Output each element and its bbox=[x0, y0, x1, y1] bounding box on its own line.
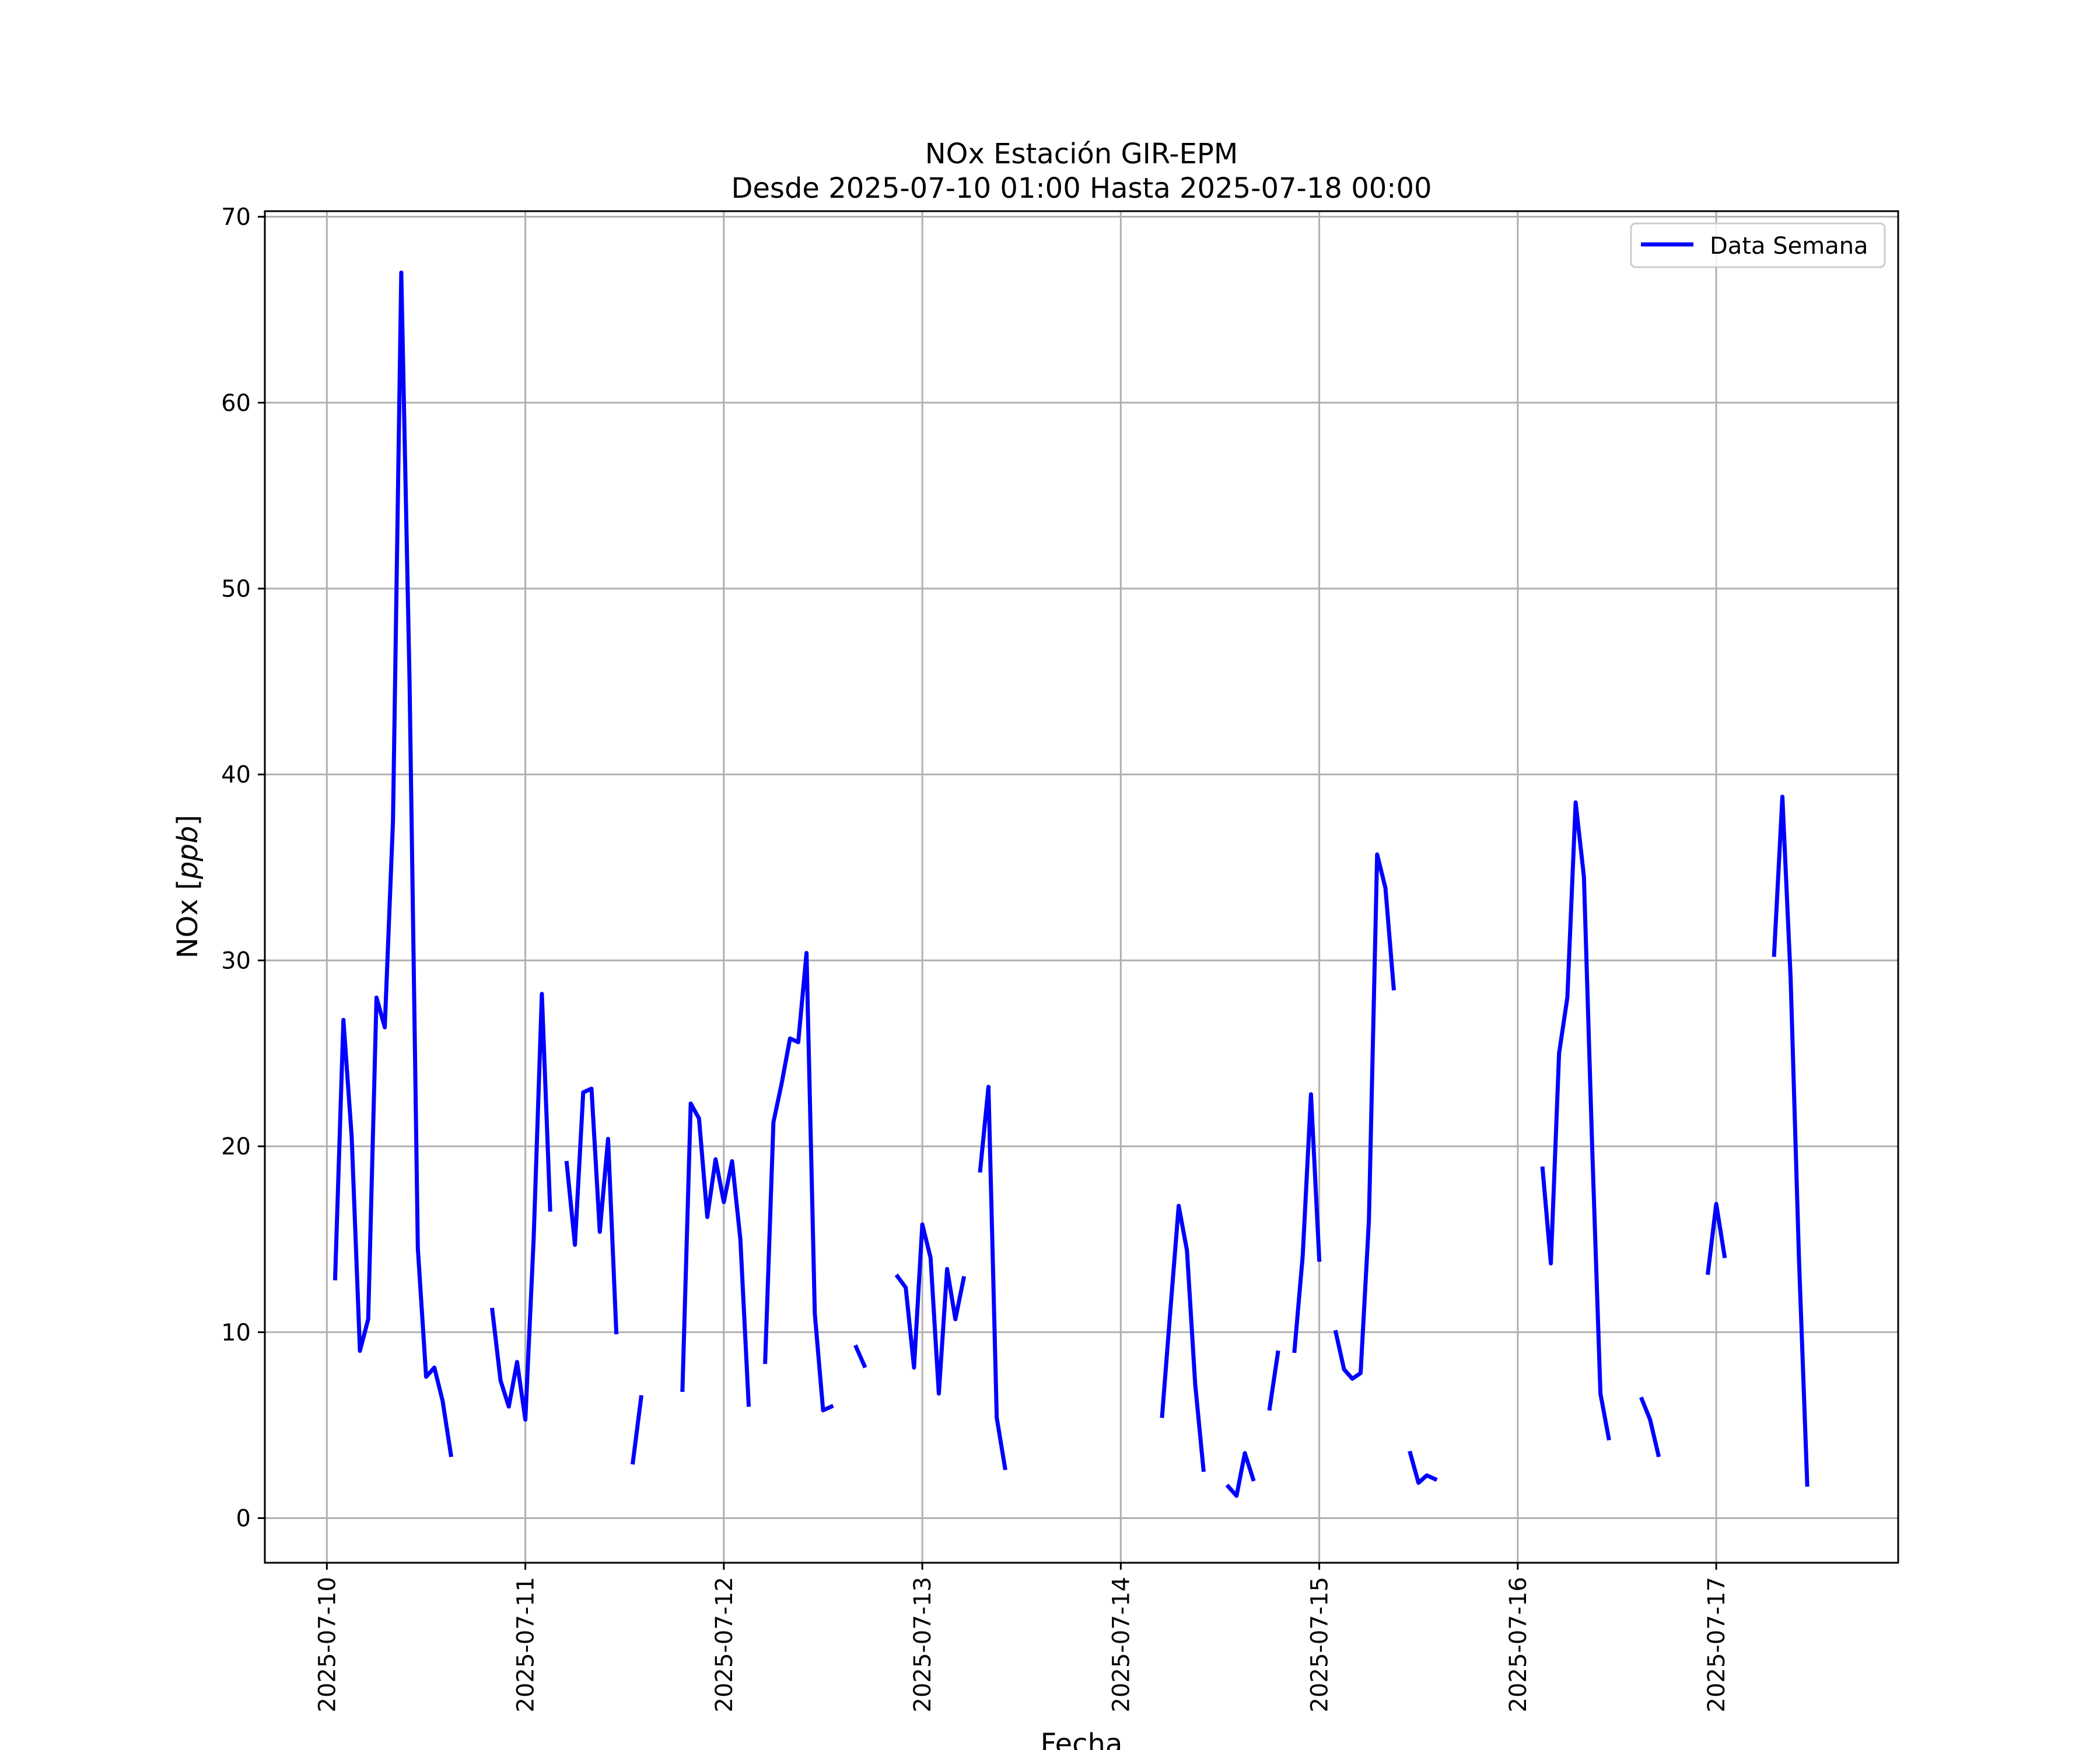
series-line-segment bbox=[1267, 1350, 1280, 1411]
y-axis: 0 10 20 30 40 50 60 70 bbox=[221, 204, 265, 1532]
series-line-segment bbox=[763, 951, 834, 1413]
x-tick-label: 2025-07-12 bbox=[711, 1577, 738, 1712]
x-tick-label: 2025-07-10 bbox=[314, 1577, 341, 1712]
y-tick-label: 10 bbox=[221, 1320, 251, 1346]
series-line-segment bbox=[1292, 1092, 1322, 1353]
series-line-segment bbox=[630, 1395, 644, 1465]
series-line-segment bbox=[332, 270, 453, 1458]
plot-frame bbox=[264, 210, 1899, 1564]
series-line-segment bbox=[894, 1222, 967, 1396]
legend-label-data-semana: Data Semana bbox=[1710, 233, 1868, 260]
x-tick-label: 2025-07-13 bbox=[909, 1577, 936, 1712]
x-tick-label: 2025-07-14 bbox=[1108, 1577, 1135, 1712]
y-tick-label: 20 bbox=[221, 1133, 251, 1160]
y-tick-label: 0 bbox=[236, 1506, 251, 1532]
series-line-segment bbox=[853, 1344, 867, 1368]
series-line-segment bbox=[1772, 794, 1810, 1487]
series-line-segment bbox=[978, 1084, 1007, 1471]
x-axis: 2025-07-10 2025-07-11 2025-07-12 2025-07-13… bbox=[314, 1563, 1730, 1712]
y-tick-label: 50 bbox=[221, 576, 251, 603]
series-line-segment bbox=[1160, 1203, 1206, 1472]
y-tick-label: 70 bbox=[221, 204, 251, 231]
series-line-segment bbox=[1225, 1451, 1256, 1498]
series-line-segment bbox=[680, 1101, 751, 1407]
y-axis-label-main: NOx [ bbox=[172, 879, 204, 958]
y-axis-label: NOx [ppb] bbox=[172, 815, 204, 958]
y-tick-label: 60 bbox=[221, 390, 251, 416]
series-line-segment bbox=[1408, 1450, 1438, 1485]
series-line-segment bbox=[1333, 852, 1396, 1381]
x-axis-label: Fecha bbox=[1041, 1728, 1123, 1750]
series-line-segment bbox=[490, 992, 552, 1422]
series-line-segment bbox=[1639, 1396, 1661, 1458]
chart-subtitle: Desde 2025-07-10 01:00 Hasta 2025-07-18 … bbox=[731, 172, 1432, 205]
y-tick-label: 40 bbox=[221, 762, 251, 789]
chart-title: NOx Estación GIR-EPM bbox=[925, 138, 1238, 170]
x-tick-label: 2025-07-11 bbox=[513, 1577, 540, 1712]
series-line-segment bbox=[1540, 800, 1611, 1441]
series-line-segment bbox=[564, 1086, 619, 1335]
series-line-segment bbox=[1706, 1202, 1727, 1275]
legend: Data Semana bbox=[1630, 222, 1886, 268]
legend-box bbox=[1630, 222, 1886, 268]
y-axis-label-close: ] bbox=[172, 815, 204, 826]
y-tick-label: 30 bbox=[221, 947, 251, 974]
y-axis-label-unit: ppb bbox=[172, 826, 204, 880]
x-tick-label: 2025-07-15 bbox=[1307, 1577, 1334, 1712]
series-data-semana bbox=[332, 270, 1810, 1498]
x-tick-label: 2025-07-17 bbox=[1703, 1577, 1730, 1712]
x-tick-label: 2025-07-16 bbox=[1505, 1577, 1532, 1712]
